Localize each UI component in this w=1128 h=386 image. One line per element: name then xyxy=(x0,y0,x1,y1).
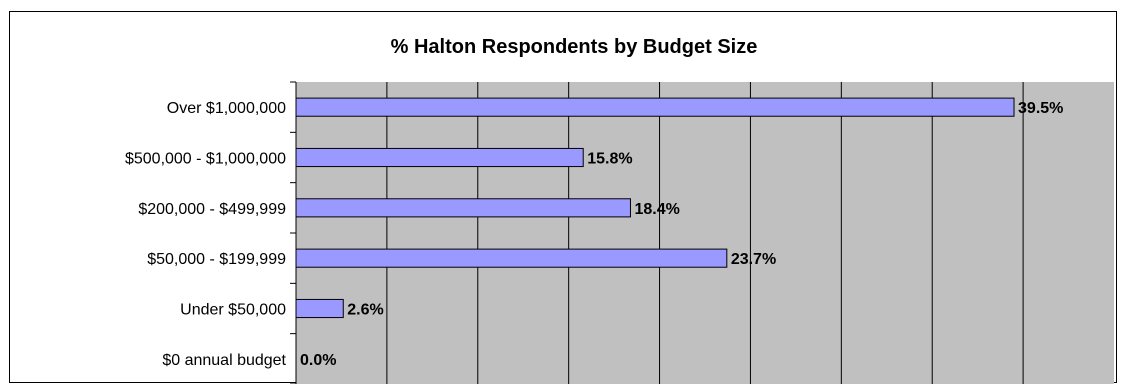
bar xyxy=(295,198,631,218)
bars xyxy=(295,97,1015,319)
bar xyxy=(295,248,728,268)
data-label: 18.4% xyxy=(634,201,679,218)
category-label: $0 annual budget xyxy=(162,352,286,369)
plot-area xyxy=(296,82,1114,384)
data-label: 15.8% xyxy=(587,151,632,168)
bar xyxy=(295,298,344,319)
data-label: 0.0% xyxy=(300,352,336,369)
bar xyxy=(295,97,1015,117)
category-labels: Over $1,000,000 $500,000 - $1,000,000 $200… xyxy=(125,100,287,369)
bar-chart: % Halton Respondents by Budget Size Over… xyxy=(125,36,1114,384)
data-label: 23.7% xyxy=(731,251,776,268)
category-label: $200,000 - $499,999 xyxy=(138,201,286,218)
chart-frame: % Halton Respondents by Budget Size Over… xyxy=(9,11,1117,384)
category-label: Under $50,000 xyxy=(180,302,286,319)
chart-title: % Halton Respondents by Budget Size xyxy=(391,36,758,58)
category-label: Over $1,000,000 xyxy=(167,100,286,117)
data-labels: 39.5% 15.8% 18.4% 23.7% 2.6% 0.0% xyxy=(300,100,1063,369)
gridlines xyxy=(386,82,1024,384)
data-label: 2.6% xyxy=(347,302,383,319)
category-label: $500,000 - $1,000,000 xyxy=(125,151,286,168)
data-label: 39.5% xyxy=(1018,100,1063,117)
category-label: $50,000 - $199,999 xyxy=(147,251,286,268)
bar xyxy=(295,147,584,168)
y-axis xyxy=(290,81,297,384)
